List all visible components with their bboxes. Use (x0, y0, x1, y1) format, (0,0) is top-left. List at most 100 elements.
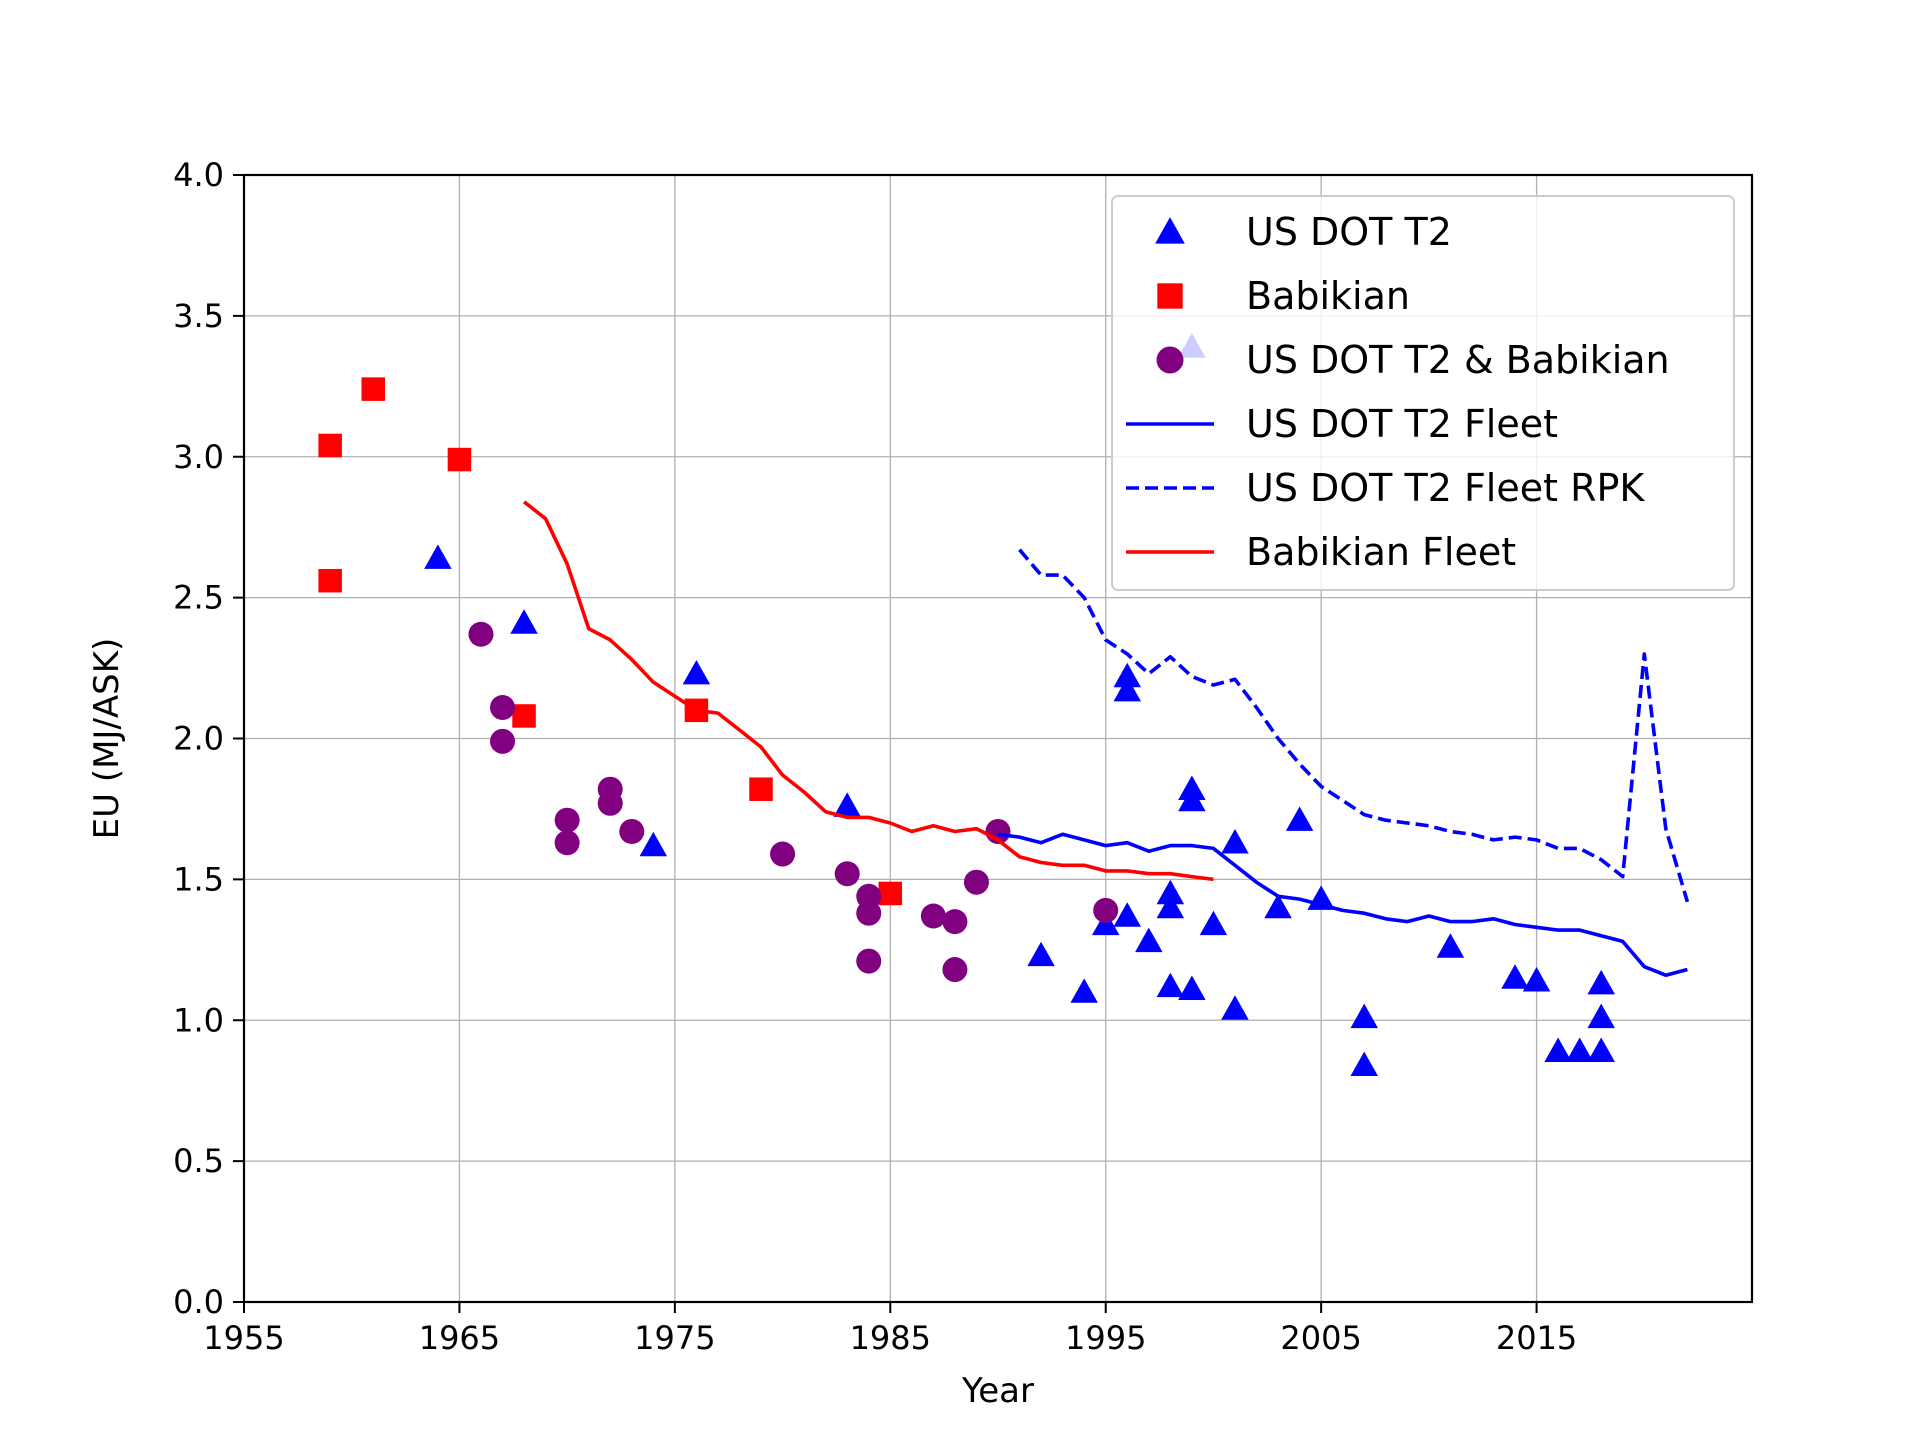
y-axis-title: EU (MJ/ASK) (87, 638, 127, 840)
x-tick-label: 1995 (1065, 1319, 1146, 1357)
x-tick-label: 1965 (419, 1319, 500, 1357)
data-point (834, 861, 860, 887)
data-point (1285, 806, 1314, 831)
data-point (1070, 978, 1098, 1003)
data-point (833, 792, 861, 817)
data-point (1565, 1037, 1594, 1062)
x-tick-label: 2005 (1280, 1319, 1361, 1357)
x-tick-label: 2015 (1496, 1319, 1577, 1357)
data-point (920, 903, 946, 929)
data-point (1113, 676, 1142, 702)
data-point (749, 777, 773, 801)
series-us-dot-t2-fleet-rpk (1018, 548, 1690, 903)
series-us-dot-t2-fleet (997, 832, 1688, 977)
data-point (770, 841, 796, 867)
data-point (512, 704, 536, 728)
data-point (1587, 969, 1615, 995)
x-tick-label: 1955 (203, 1319, 284, 1357)
data-point (1544, 1037, 1572, 1062)
data-point (554, 830, 580, 856)
data-point (942, 909, 968, 935)
series-line (1018, 548, 1690, 903)
series-line (522, 500, 1214, 882)
data-point (361, 377, 386, 401)
legend-label: US DOT T2 Fleet RPK (1246, 466, 1645, 510)
data-point (1093, 897, 1119, 923)
legend-label: US DOT T2 & Babikian (1246, 338, 1670, 382)
series-babikian (318, 377, 903, 906)
data-point (1113, 902, 1142, 927)
legend-entry: US DOT T2 Fleet (1126, 402, 1558, 446)
legend-entry: Babikian (1157, 274, 1410, 318)
legend-label: Babikian Fleet (1246, 530, 1516, 574)
legend-box (1111, 195, 1735, 591)
data-point (1178, 775, 1206, 800)
data-point (856, 948, 882, 974)
data-point (1156, 893, 1185, 919)
data-point (1091, 910, 1120, 936)
data-point (1501, 964, 1529, 989)
data-point (639, 831, 668, 857)
data-point (682, 659, 711, 685)
data-point (1156, 879, 1185, 905)
series-babikian-fleet (522, 500, 1214, 882)
data-point (619, 818, 645, 844)
data-point (490, 728, 516, 754)
legend-marker (1156, 346, 1184, 374)
data-point (468, 621, 494, 647)
x-tick-label: 1985 (850, 1319, 931, 1357)
legend-label: US DOT T2 (1246, 210, 1452, 254)
data-point (597, 790, 623, 816)
data-point (1522, 967, 1551, 992)
x-axis-title: Year (961, 1371, 1034, 1411)
data-point (1350, 1051, 1378, 1077)
y-axis: 0.0 0.5 1.0 1.5 2.0 2.5 3.0 3.5 4.0 (173, 156, 244, 1321)
data-point (510, 609, 538, 634)
y-tick-label: 0.5 (173, 1142, 224, 1180)
data-point (1178, 975, 1206, 1000)
legend-label: Babikian (1246, 274, 1410, 318)
y-tick-label: 2.5 (173, 579, 224, 617)
series-us-dot-t2-babikian (468, 621, 1119, 983)
y-tick-label: 1.5 (173, 860, 224, 898)
data-point (1113, 662, 1142, 688)
data-point (1156, 972, 1185, 998)
data-point (1135, 927, 1163, 953)
data-point (447, 447, 472, 472)
data-point (963, 869, 989, 895)
legend-entry: Babikian Fleet (1126, 530, 1516, 574)
y-tick-label: 2.0 (173, 720, 224, 758)
y-tick-label: 1.0 (173, 1001, 224, 1039)
y-tick-label: 4.0 (173, 156, 224, 194)
x-tick-label: 1975 (634, 1319, 715, 1357)
data-point (490, 695, 516, 721)
data-point (856, 900, 882, 926)
data-point (1221, 995, 1249, 1020)
legend-marker (1155, 217, 1185, 244)
data-point (942, 957, 968, 983)
data-point (318, 433, 342, 458)
data-point (1587, 1003, 1615, 1029)
data-point (1436, 933, 1465, 958)
data-point (424, 544, 452, 569)
data-point (1264, 893, 1292, 919)
legend-marker (1157, 283, 1183, 309)
data-point (878, 881, 903, 906)
data-point (1587, 1037, 1615, 1062)
data-point (1221, 828, 1249, 854)
y-tick-label: 3.0 (173, 438, 224, 476)
series-line (997, 832, 1688, 977)
legend-entry: US DOT T2 & Babikian (1156, 338, 1670, 382)
y-tick-label: 0.0 (173, 1283, 224, 1321)
data-point (1199, 910, 1228, 936)
data-point (554, 807, 580, 833)
y-tick-label: 3.5 (173, 297, 224, 335)
legend-entry: US DOT T2 Fleet RPK (1126, 466, 1645, 510)
data-point (1027, 941, 1055, 967)
legend: US DOT T2 Babikian US DOT T2 & Babikian US … (1111, 195, 1735, 591)
data-point (318, 568, 342, 593)
data-point (1350, 1003, 1378, 1029)
x-axis: 1955 1965 1975 1985 1995 2005 2015 (203, 1302, 1577, 1357)
legend-entry: US DOT T2 (1155, 210, 1452, 254)
